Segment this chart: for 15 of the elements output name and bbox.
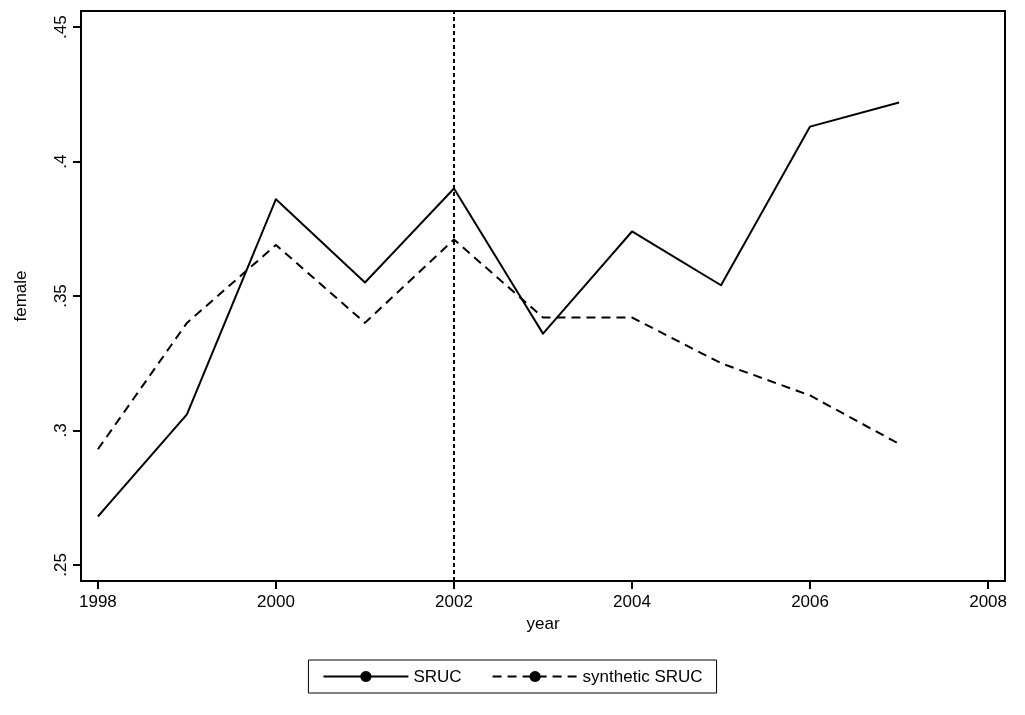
x-tick-label: 2002: [435, 592, 473, 611]
x-tick-label: 1998: [79, 592, 117, 611]
y-axis-title: female: [11, 270, 30, 322]
y-tick-label: .25: [51, 553, 70, 577]
x-tick-label: 2004: [613, 592, 651, 611]
y-tick-label: .3: [51, 423, 70, 438]
legend-label: synthetic SRUC: [582, 667, 703, 686]
y-tick-label: .45: [51, 15, 70, 39]
x-tick-label: 2006: [791, 592, 829, 611]
y-tick-label: .4: [51, 154, 70, 169]
y-tick-label: .35: [51, 284, 70, 308]
x-tick-label: 2000: [257, 592, 295, 611]
legend-label: SRUC: [413, 667, 462, 686]
x-tick-label: 2008: [969, 592, 1007, 611]
x-axis-title: year: [526, 613, 560, 633]
